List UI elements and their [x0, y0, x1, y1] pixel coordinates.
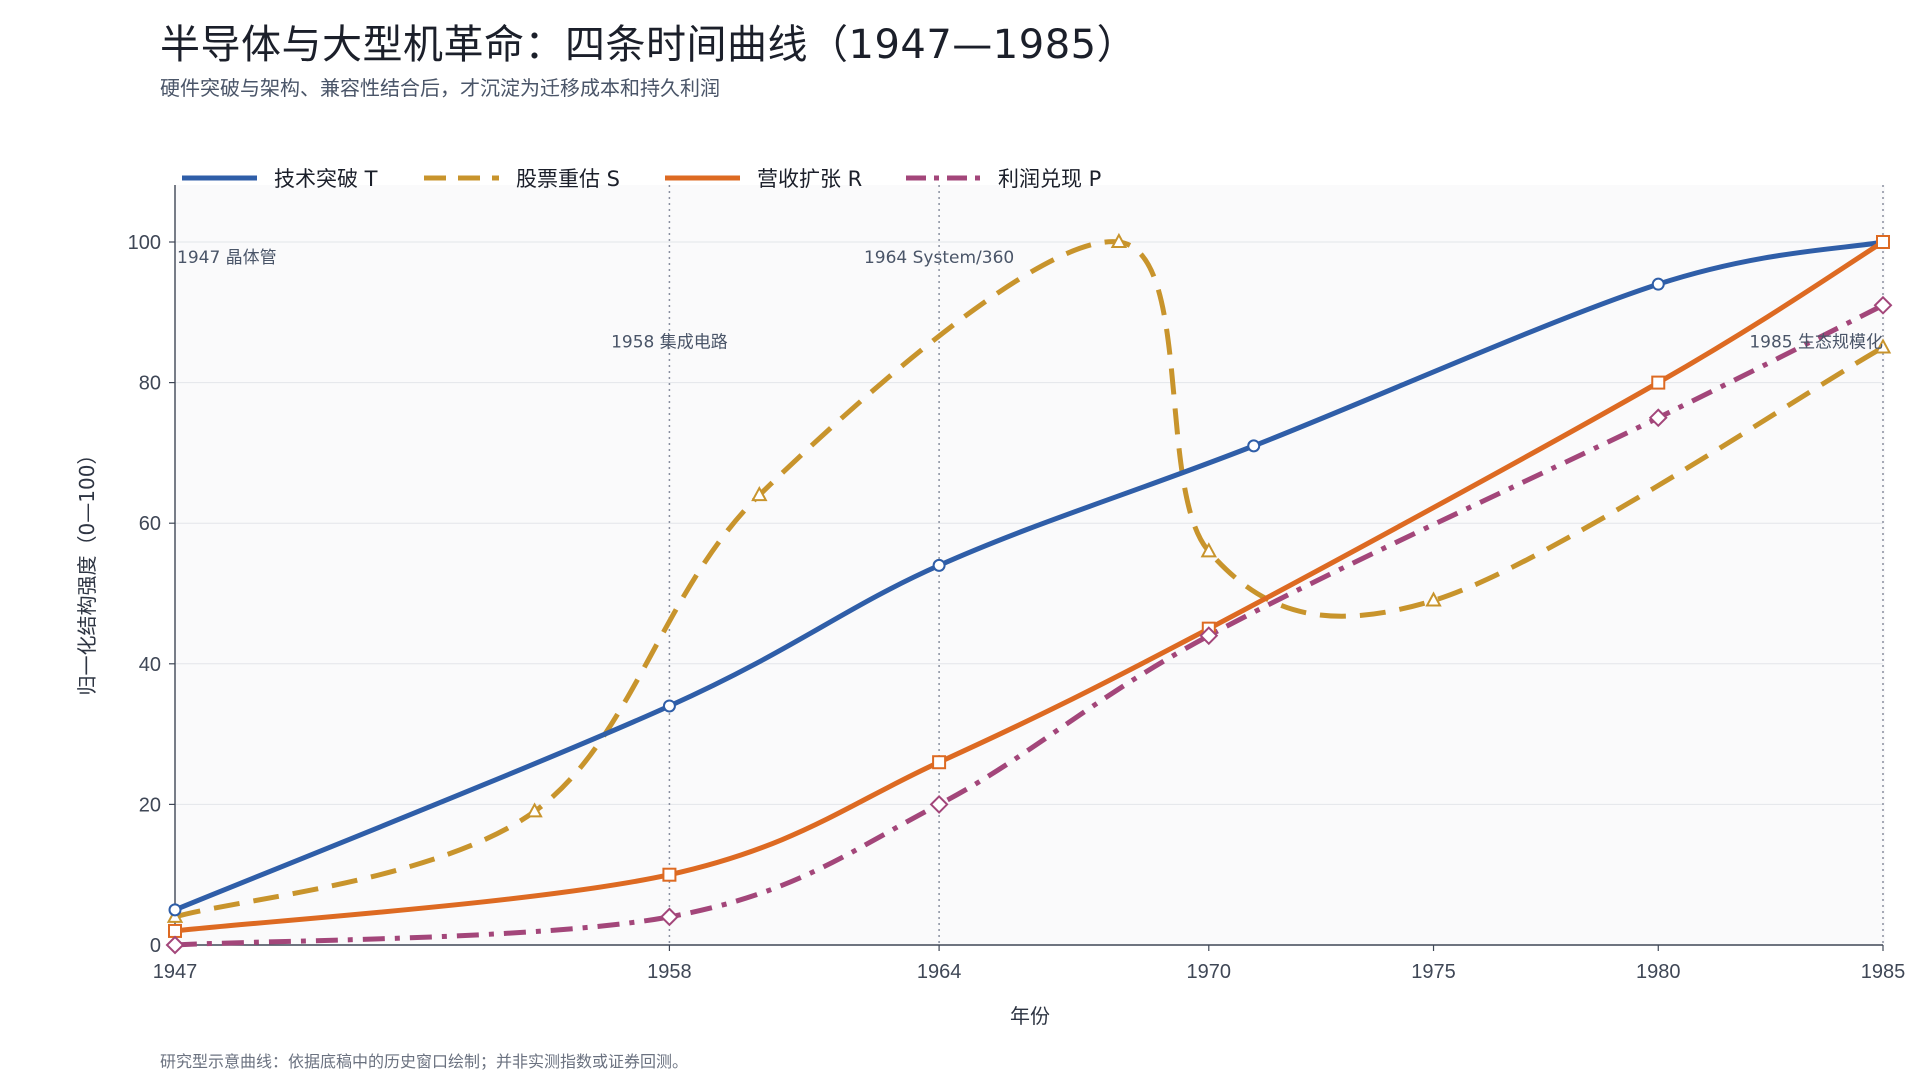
marker-triangle: [526, 802, 543, 818]
x-tick-label: 1970: [1187, 961, 1232, 983]
legend: 技术突破 T 股票重估 S 营收扩张 R 利润兑现 P: [182, 167, 1101, 191]
marker-diamond: [929, 794, 949, 814]
event-annotation: 1947 晶体管: [177, 248, 277, 268]
y-axis-title: 归一化结构强度（0—100）: [75, 445, 99, 696]
series-markers: [165, 232, 1893, 955]
y-tick-label: 100: [128, 232, 161, 254]
legend-label: 股票重估 S: [516, 167, 620, 191]
marker-circle: [1651, 277, 1665, 291]
event-annotation: 1964 System/360: [864, 248, 1014, 268]
x-tick-label: 1975: [1411, 961, 1456, 983]
event-annotation: 1985 生态规模化: [1749, 332, 1883, 352]
marker-triangle: [1874, 338, 1892, 354]
marker-circle: [1247, 439, 1261, 453]
plot-background: [175, 185, 1885, 945]
legend-label: 营收扩张 R: [757, 167, 862, 191]
marker-square: [168, 923, 182, 938]
legend-label: 技术突破 T: [274, 167, 378, 191]
marker-triangle: [751, 485, 768, 502]
marker-square: [662, 867, 677, 882]
marker-diamond: [1873, 295, 1893, 315]
marker-square: [932, 755, 947, 770]
y-tick-label: 60: [139, 513, 161, 535]
x-tick-label: 1964: [917, 961, 962, 983]
chart-subtitle: 硬件突破与架构、兼容性结合后，才沉淀为迁移成本和持久利润: [160, 76, 720, 100]
marker-square: [1651, 375, 1666, 390]
x-tick-label: 1947: [153, 961, 198, 983]
event-annotation: 1958 集成电路: [611, 332, 728, 352]
marker-diamond: [1199, 626, 1219, 646]
marker-diamond: [1648, 408, 1668, 428]
marker-circle: [168, 903, 182, 917]
marker-diamond: [165, 935, 185, 955]
y-tick-label: 20: [139, 794, 161, 816]
marker-circle: [932, 558, 946, 572]
y-tick-label: 0: [150, 935, 161, 957]
footnote: 研究型示意曲线：依据底稿中的历史窗口绘制；并非实测指数或证券回测。: [160, 1052, 689, 1071]
marker-square: [1876, 235, 1890, 249]
y-tick-label: 40: [139, 654, 161, 676]
x-tick-label: 1985: [1861, 961, 1906, 983]
event-annotations: 1947 晶体管 1958 集成电路 1964 System/360 1985 生态规…: [177, 248, 1883, 352]
marker-triangle: [1110, 232, 1128, 248]
x-tick-label: 1958: [647, 961, 692, 983]
marker-circle: [662, 699, 676, 713]
marker-diamond: [660, 907, 679, 927]
x-tick-label: 1980: [1636, 961, 1681, 983]
marker-triangle: [1200, 542, 1217, 558]
tick-labels: 0 20 40 60 80 100 1947 1958 1964 1970 1975 1980 1985: [128, 232, 1906, 983]
chart-title: 半导体与大型机革命：四条时间曲线（1947—1985）: [160, 22, 1138, 68]
x-axis-title: 年份: [1010, 1004, 1050, 1028]
marker-triangle: [1425, 591, 1442, 607]
y-tick-label: 80: [139, 373, 161, 395]
legend-label: 利润兑现 P: [998, 167, 1101, 191]
